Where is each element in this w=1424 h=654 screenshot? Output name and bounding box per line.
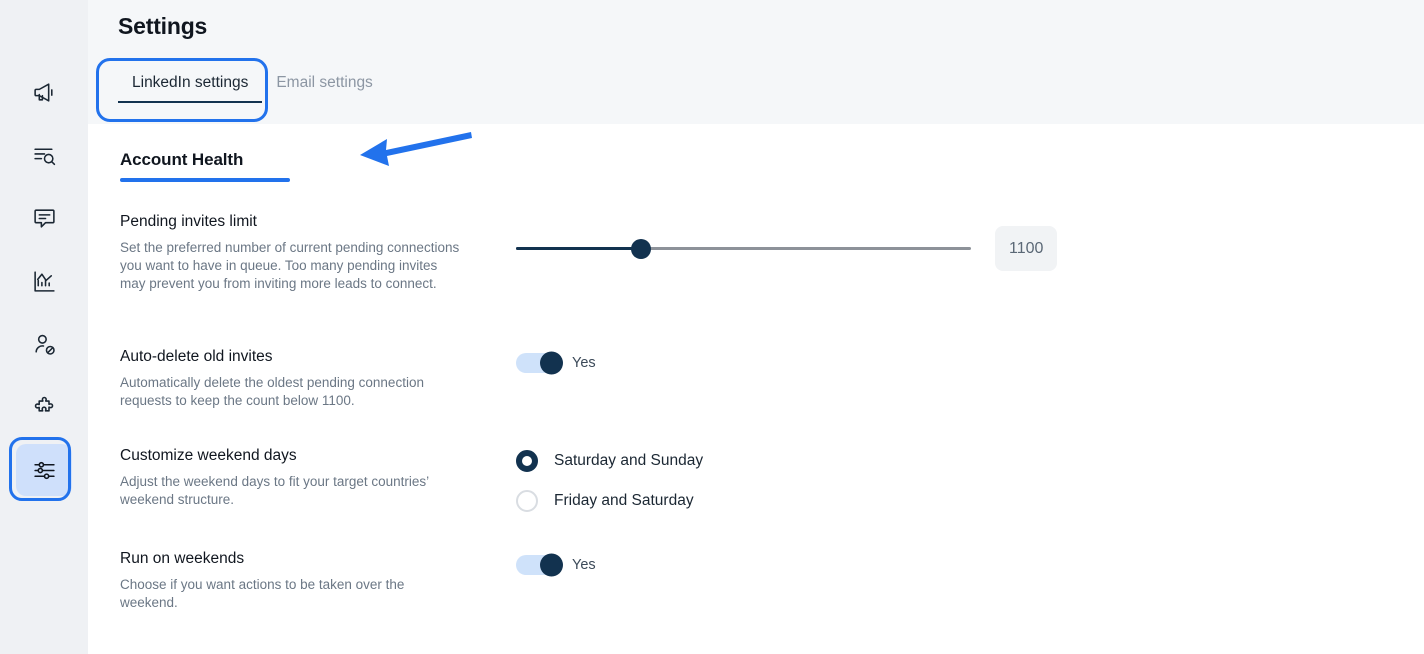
row-pending-invites-limit: Pending invites limit Set the preferred …: [88, 212, 1424, 294]
pending-invites-slider-wrap: 1100: [516, 212, 1424, 271]
settings-main: Settings LinkedIn settings Email setting…: [88, 0, 1424, 654]
row-description: Automatically delete the oldest pending …: [120, 375, 424, 409]
section-header: Account Health: [120, 150, 290, 182]
radio-option-saturday-sunday[interactable]: Saturday and Sunday: [516, 450, 1424, 472]
row-control-block: Yes: [486, 549, 1424, 577]
slider-thumb[interactable]: [631, 238, 652, 259]
row-auto-delete-old-invites: Auto-delete old invites Automatically de…: [88, 347, 1424, 410]
toggle-knob: [540, 553, 563, 577]
weekend-days-radio-group: Saturday and Sunday Friday and Saturday: [516, 446, 1424, 512]
run-on-weekends-toggle-wrap: Yes: [516, 549, 1424, 577]
sidebar-item-campaigns[interactable]: [16, 66, 72, 118]
row-label-block: Auto-delete old invites Automatically de…: [88, 347, 486, 410]
pending-invites-slider[interactable]: [516, 238, 971, 259]
toggle-state-label: Yes: [572, 355, 596, 371]
row-customize-weekend-days: Customize weekend days Adjust the weeken…: [88, 446, 1424, 512]
sidebar-rail: [0, 0, 88, 496]
megaphone-icon: [32, 80, 57, 105]
run-on-weekends-toggle[interactable]: [516, 553, 563, 577]
auto-delete-toggle[interactable]: [516, 351, 563, 375]
row-label-block: Pending invites limit Set the preferred …: [88, 212, 486, 294]
row-description: Choose if you want actions to be taken o…: [120, 577, 405, 611]
section-underline: [120, 178, 290, 182]
user-blocked-icon: [32, 332, 57, 357]
radio-label: Friday and Saturday: [554, 492, 694, 509]
slider-track: [516, 247, 971, 250]
row-control-block: Saturday and Sunday Friday and Saturday: [486, 446, 1424, 512]
radio-indicator[interactable]: [516, 490, 538, 512]
sliders-settings-icon: [32, 458, 57, 483]
auto-delete-toggle-wrap: Yes: [516, 347, 1424, 375]
settings-tabs: LinkedIn settings Email settings: [118, 74, 387, 103]
row-title: Run on weekends: [120, 550, 245, 567]
sidebar-item-inbox[interactable]: [16, 192, 72, 244]
page-title: Settings: [118, 13, 208, 39]
row-label-block: Customize weekend days Adjust the weeken…: [88, 446, 486, 509]
row-description: Adjust the weekend days to fit your targ…: [120, 474, 429, 508]
pointer-arrow-annotation: [356, 126, 474, 179]
row-control-block: 1100: [486, 212, 1424, 271]
sidebar-item-settings[interactable]: [16, 444, 72, 496]
chat-bubble-icon: [32, 206, 57, 231]
row-title: Customize weekend days: [120, 447, 297, 464]
row-label-block: Run on weekends Choose if you want actio…: [88, 549, 486, 612]
row-run-on-weekends: Run on weekends Choose if you want actio…: [88, 549, 1424, 612]
radio-label: Saturday and Sunday: [554, 452, 704, 469]
header-band: [88, 0, 1424, 124]
toggle-knob: [540, 351, 563, 375]
sidebar-item-blacklist[interactable]: [16, 318, 72, 370]
sidebar-item-integrations[interactable]: [16, 381, 72, 433]
pending-invites-value-box[interactable]: 1100: [995, 226, 1058, 271]
slider-fill: [516, 247, 642, 250]
analytics-chart-icon: [32, 269, 57, 294]
sidebar-item-analytics[interactable]: [16, 255, 72, 307]
row-description: Set the preferred number of current pend…: [120, 240, 460, 292]
radio-indicator[interactable]: [516, 450, 538, 472]
tab-email-settings[interactable]: Email settings: [262, 74, 386, 103]
section-title: Account Health: [120, 150, 244, 169]
row-control-block: Yes: [486, 347, 1424, 375]
tab-linkedin-settings[interactable]: LinkedIn settings: [118, 74, 263, 103]
left-nav-sidebar: [0, 0, 88, 654]
list-search-icon: [32, 143, 57, 168]
row-title: Auto-delete old invites: [120, 348, 273, 365]
toggle-state-label: Yes: [572, 557, 596, 573]
radio-option-friday-saturday[interactable]: Friday and Saturday: [516, 490, 1424, 512]
sidebar-item-leads-search[interactable]: [16, 129, 72, 181]
row-title: Pending invites limit: [120, 213, 257, 230]
puzzle-piece-icon: [32, 395, 57, 420]
